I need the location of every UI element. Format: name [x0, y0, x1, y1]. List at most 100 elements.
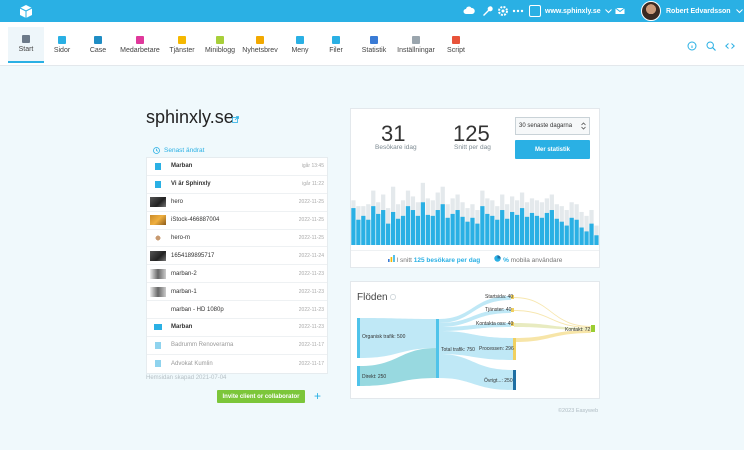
external-link-icon[interactable] — [232, 116, 239, 123]
search-icon[interactable] — [706, 41, 716, 51]
node-direct[interactable] — [357, 366, 360, 386]
chart-bar[interactable] — [440, 204, 445, 245]
mail-icon[interactable] — [614, 5, 626, 17]
chart-bar[interactable] — [425, 214, 430, 245]
chart-bar[interactable] — [569, 217, 574, 245]
chart-bar[interactable] — [390, 211, 396, 245]
list-item[interactable]: Badrumm Renoverarna 2022-11-17 — [147, 337, 327, 355]
chart-bar[interactable] — [465, 221, 470, 245]
info-icon[interactable] — [390, 294, 397, 300]
nav-item-medarbetare[interactable]: Medarbetare — [117, 27, 163, 63]
chart-bar[interactable] — [381, 210, 386, 245]
list-item[interactable]: hero-m 2022-11-25 — [147, 230, 327, 248]
nav-item-statistik[interactable]: Statistik — [355, 27, 393, 63]
chart-bar[interactable] — [584, 231, 589, 245]
chart-bar[interactable] — [445, 217, 450, 245]
chart-bar[interactable] — [455, 210, 460, 245]
chart-bar[interactable] — [405, 206, 411, 245]
chart-bar[interactable] — [485, 213, 490, 245]
chart-bar[interactable] — [574, 219, 579, 245]
chart-bar[interactable] — [500, 210, 505, 245]
chart-bar[interactable] — [564, 225, 569, 245]
nav-item-meny[interactable]: Meny — [282, 27, 318, 63]
node-services[interactable] — [511, 308, 514, 312]
chart-bar[interactable] — [480, 206, 485, 245]
chart-bar[interactable] — [519, 208, 525, 245]
invite-plus-button[interactable]: + — [314, 389, 322, 403]
invite-button[interactable]: Invite client or collaborator — [217, 390, 305, 403]
nav-item-start[interactable]: Start — [8, 27, 44, 63]
chart-bar[interactable] — [371, 206, 376, 245]
nav-item-filer[interactable]: Filer — [318, 27, 354, 63]
site-selector[interactable]: www.sphinxly.se — [529, 3, 612, 19]
chart-bar[interactable] — [361, 215, 366, 245]
list-item[interactable]: iStock-466887004 2022-11-25 — [147, 212, 327, 230]
chart-bar[interactable] — [430, 215, 435, 245]
list-item[interactable]: Advokat Kumlin 2022-11-17 — [147, 355, 327, 373]
user-menu[interactable]: Robert Edvardsson — [641, 1, 743, 21]
chart-bar[interactable] — [475, 223, 480, 245]
chart-bar[interactable] — [356, 219, 361, 245]
chart-bar[interactable] — [351, 208, 356, 245]
code-icon[interactable] — [725, 41, 735, 51]
nav-item-inställningar[interactable]: Inställningar — [392, 27, 440, 63]
wrench-icon[interactable] — [481, 5, 493, 17]
list-item[interactable]: hero 2022-11-25 — [147, 194, 327, 212]
chart-bar[interactable] — [505, 218, 510, 245]
list-item[interactable]: Marban 2022-11-23 — [147, 319, 327, 337]
chart-bar[interactable] — [559, 221, 564, 245]
chart-bar[interactable] — [539, 217, 545, 245]
gear-icon[interactable] — [497, 5, 509, 17]
nav-item-miniblogg[interactable]: Miniblogg — [200, 27, 240, 63]
nav-item-sidor[interactable]: Sidor — [45, 27, 79, 63]
more-dots-icon[interactable] — [512, 5, 524, 17]
node-organic[interactable] — [357, 318, 360, 358]
node-process[interactable] — [513, 338, 516, 360]
chart-bar[interactable] — [529, 212, 535, 245]
chart-bar[interactable] — [579, 227, 584, 245]
list-item[interactable]: Marban igår 13:45 — [147, 158, 327, 176]
list-item[interactable]: marban-2 2022-11-23 — [147, 265, 327, 284]
chart-bar[interactable] — [410, 210, 416, 245]
chart-bar[interactable] — [594, 235, 599, 245]
period-select[interactable]: 30 senaste dagarna — [515, 117, 590, 135]
list-item[interactable]: marban - HD 1080p 2022-11-23 — [147, 301, 327, 320]
chart-bar[interactable] — [549, 210, 554, 245]
nav-item-case[interactable]: Case — [80, 27, 116, 63]
nav-item-nyhetsbrev[interactable]: Nyhetsbrev — [238, 27, 282, 63]
node-start[interactable] — [511, 295, 514, 299]
chart-bar[interactable] — [435, 210, 440, 245]
chart-bar[interactable] — [554, 218, 559, 245]
chart-bar[interactable] — [395, 218, 401, 245]
chart-bar[interactable] — [470, 217, 475, 245]
chart-bar[interactable] — [400, 215, 406, 245]
chart-bar[interactable] — [460, 216, 465, 245]
chart-bar[interactable] — [495, 219, 500, 245]
chart-bar[interactable] — [420, 202, 425, 245]
list-item[interactable]: 1654189895717 2022-11-24 — [147, 247, 327, 266]
node-other[interactable] — [513, 370, 516, 390]
chart-bar[interactable] — [415, 215, 421, 245]
app-logo-icon[interactable] — [18, 3, 34, 19]
nav-item-script[interactable]: Script — [440, 27, 472, 63]
list-item[interactable]: Vi är Sphinxly igår 11:22 — [147, 176, 327, 194]
info-icon[interactable] — [687, 41, 697, 51]
chart-bar[interactable] — [589, 223, 594, 245]
node-contactpage[interactable] — [511, 322, 514, 326]
chart-bar[interactable] — [366, 219, 371, 245]
chart-bar[interactable] — [386, 223, 391, 245]
chart-bar[interactable] — [544, 212, 549, 245]
node-contact[interactable] — [591, 325, 595, 332]
more-stats-button[interactable]: Mer statistik — [515, 140, 590, 159]
chart-bar[interactable] — [450, 213, 455, 245]
chart-bar[interactable] — [490, 215, 495, 245]
chart-bar[interactable] — [376, 213, 381, 245]
nav-item-tjänster[interactable]: Tjänster — [164, 27, 200, 63]
chart-bar[interactable] — [514, 214, 520, 245]
list-item[interactable]: marban-1 2022-11-23 — [147, 283, 327, 302]
chart-bar[interactable] — [510, 211, 515, 245]
chart-bar[interactable] — [534, 215, 540, 245]
node-total[interactable] — [436, 319, 439, 378]
cloud-icon[interactable] — [463, 5, 475, 17]
chart-bar[interactable] — [524, 216, 530, 245]
